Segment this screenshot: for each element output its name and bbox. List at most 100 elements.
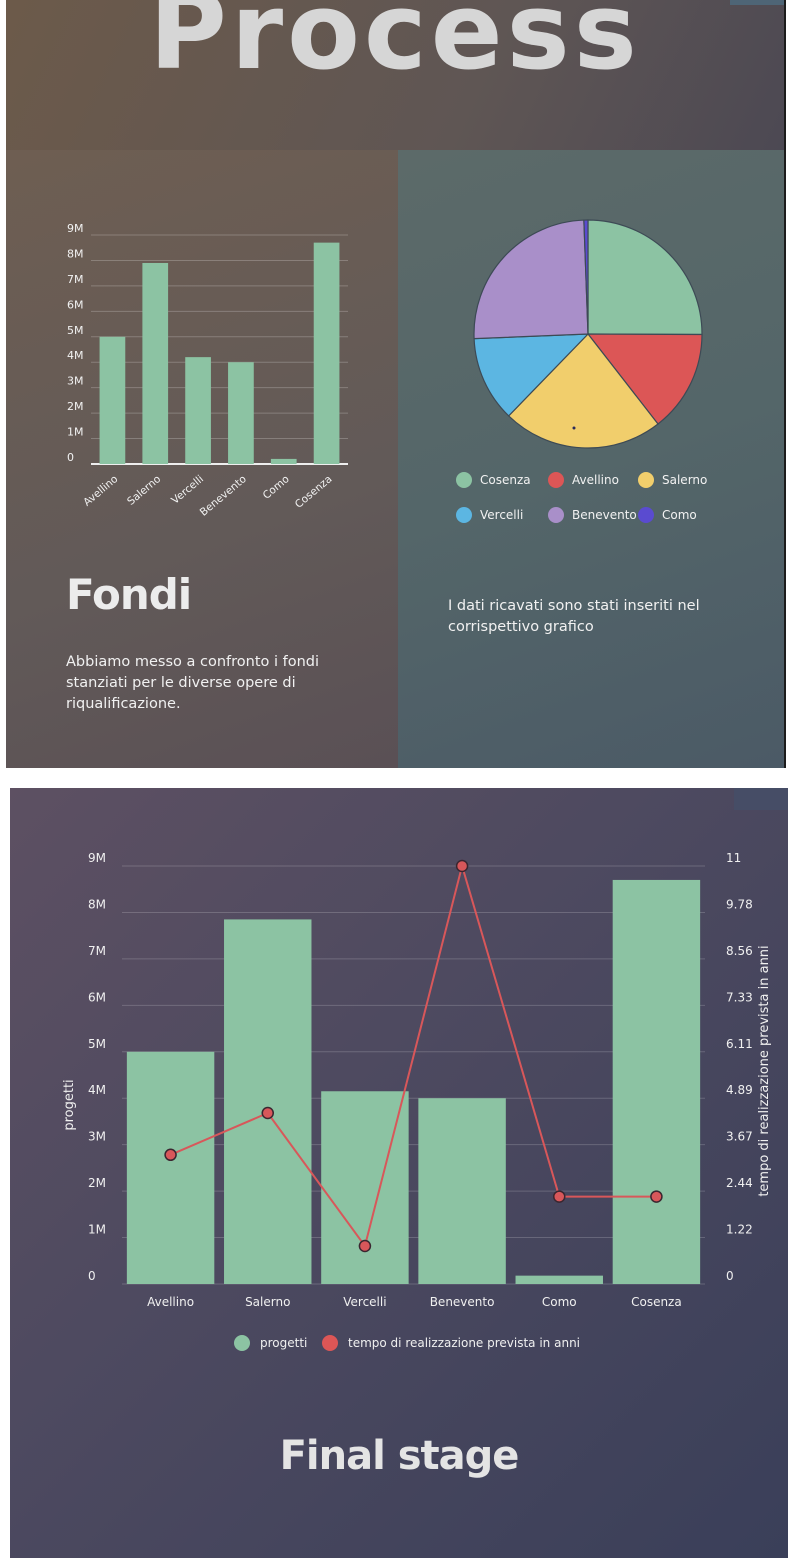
legend-swatch <box>548 507 564 523</box>
legend-label: Salerno <box>662 473 707 487</box>
bar <box>612 879 701 1284</box>
line-point <box>553 1190 566 1203</box>
y-tick-label: 4M <box>88 1083 106 1097</box>
legend-label: Vercelli <box>480 508 523 522</box>
line-point <box>261 1106 274 1120</box>
y-tick-label: 3M <box>88 1130 106 1144</box>
line-point <box>358 1239 372 1253</box>
y-tick-label: 4M <box>67 349 84 362</box>
page-title: Process <box>149 0 641 93</box>
y2-axis-label: tempo di realizzazione prevista in anni <box>757 945 772 1196</box>
x-tick-label: Vercelli <box>169 473 206 507</box>
x-tick-label: Vercelli <box>343 1295 386 1309</box>
bar <box>270 458 297 464</box>
y2-tick-label: 0 <box>726 1269 734 1283</box>
pie-slice <box>473 219 589 340</box>
corner-mark <box>734 788 788 810</box>
x-tick-label: Salerno <box>245 1295 290 1309</box>
bar <box>99 336 126 464</box>
legend-swatch <box>234 1335 250 1351</box>
pie-slice <box>587 219 703 336</box>
legend-label: Avellino <box>572 473 619 487</box>
pie-section: Cosenza Avellino Salerno Vercelli Benevento C… <box>398 150 784 768</box>
legend-label: Cosenza <box>480 473 531 487</box>
cities-pie-chart: Cosenza Avellino Salerno Vercelli Benevento C… <box>456 219 707 523</box>
y-tick-label: 1M <box>88 1223 106 1237</box>
y-tick-label: 0 <box>88 1269 96 1283</box>
pie-slice <box>473 333 590 417</box>
bar <box>126 1051 215 1284</box>
pie-dot <box>572 426 576 430</box>
y-tick-label: 0 <box>67 451 74 464</box>
pie-slice <box>586 333 703 425</box>
y-tick-label: 5M <box>67 324 84 337</box>
x-tick-label: Avellino <box>147 1295 194 1309</box>
bar <box>185 357 211 464</box>
legend-swatch <box>548 472 564 488</box>
y-tick-label: 7M <box>88 944 106 958</box>
x-tick-label: Cosenza <box>631 1295 682 1309</box>
final-stage-panel: 0 0 1M 1.22 2M 2.44 3M 3.67 4M 4.89 5M 6.11 6M 7.33 7M… <box>10 788 788 1558</box>
legend-label: Como <box>662 508 697 522</box>
bar <box>313 242 340 464</box>
y-tick-label: 6M <box>88 990 106 1004</box>
pie-slice <box>583 219 589 335</box>
pie-description: I dati ricavati sono stati inseriti nel … <box>448 598 700 635</box>
legend-swatch <box>638 472 654 488</box>
legend-swatch <box>456 507 472 523</box>
y-tick-label: 2M <box>88 1176 106 1190</box>
bar <box>228 362 254 464</box>
y-tick-label: 8M <box>67 247 84 260</box>
y-tick-label: 9M <box>88 851 106 865</box>
combo-chart: 0 0 1M 1.22 2M 2.44 3M 3.67 4M 4.89 5M 6.11 6M 7.33 7M… <box>62 851 772 1351</box>
fondi-description: Abbiamo messo a confronto i fondi stanzi… <box>66 654 320 712</box>
y-tick-label: 6M <box>67 298 84 311</box>
y-axis-label: progetti <box>62 1079 77 1130</box>
y2-tick-label: 9.78 <box>726 897 753 911</box>
x-tick-label: Como <box>261 473 292 502</box>
title-banner: Process <box>6 0 784 150</box>
legend-label: Benevento <box>572 508 637 522</box>
y-tick-label: 5M <box>88 1037 106 1051</box>
fondi-bar-chart: 0 1M 2M 3M 4M 5M 6M 7M 8M 9M Avellino Salerno Vercel… <box>67 222 348 519</box>
line-point <box>650 1190 663 1203</box>
y2-tick-label: 7.33 <box>726 990 753 1004</box>
y2-tick-label: 3.67 <box>726 1130 753 1144</box>
line-point <box>455 859 469 873</box>
y-tick-label: 2M <box>67 400 84 413</box>
x-tick-label: Benevento <box>430 1295 495 1309</box>
y-tick-label: 1M <box>67 426 84 439</box>
line-point <box>164 1148 177 1162</box>
x-tick-label: Cosenza <box>293 473 335 511</box>
y2-tick-label: 4.89 <box>726 1083 753 1097</box>
bar <box>224 919 312 1284</box>
x-tick-label: Avellino <box>81 473 120 509</box>
y-tick-label: 3M <box>67 375 84 388</box>
legend-swatch <box>638 507 654 523</box>
bar <box>418 1098 506 1284</box>
x-tick-label: Salerno <box>125 473 163 508</box>
fondi-heading: Fondi <box>66 570 192 619</box>
y2-tick-label: 6.11 <box>726 1037 753 1051</box>
fondi-section: 0 1M 2M 3M 4M 5M 6M 7M 8M 9M Avellino Salerno Vercel… <box>6 150 398 768</box>
x-tick-label: Benevento <box>198 473 249 519</box>
final-stage-title: Final stage <box>279 1433 520 1479</box>
y2-tick-label: 11 <box>726 851 741 865</box>
bar <box>515 1275 603 1284</box>
process-panel: Process 0 1M 2M 3M 4M 5M 6M 7M 8M 9M Avellino Saler… <box>6 0 786 768</box>
y2-tick-label: 8.56 <box>726 944 753 958</box>
legend-label: tempo di realizzazione prevista in anni <box>348 1336 580 1350</box>
y2-tick-label: 1.22 <box>726 1223 753 1237</box>
legend-label: progetti <box>260 1336 307 1350</box>
y-tick-label: 8M <box>88 897 106 911</box>
bar <box>321 1091 409 1284</box>
pie-slice <box>507 333 659 449</box>
x-tick-label: Como <box>542 1295 577 1309</box>
y-tick-label: 9M <box>67 222 84 235</box>
corner-mark <box>730 0 784 5</box>
bar <box>142 262 169 464</box>
legend-swatch <box>322 1335 338 1351</box>
y2-tick-label: 2.44 <box>726 1176 753 1190</box>
y-tick-label: 7M <box>67 273 84 286</box>
legend-swatch <box>456 472 472 488</box>
